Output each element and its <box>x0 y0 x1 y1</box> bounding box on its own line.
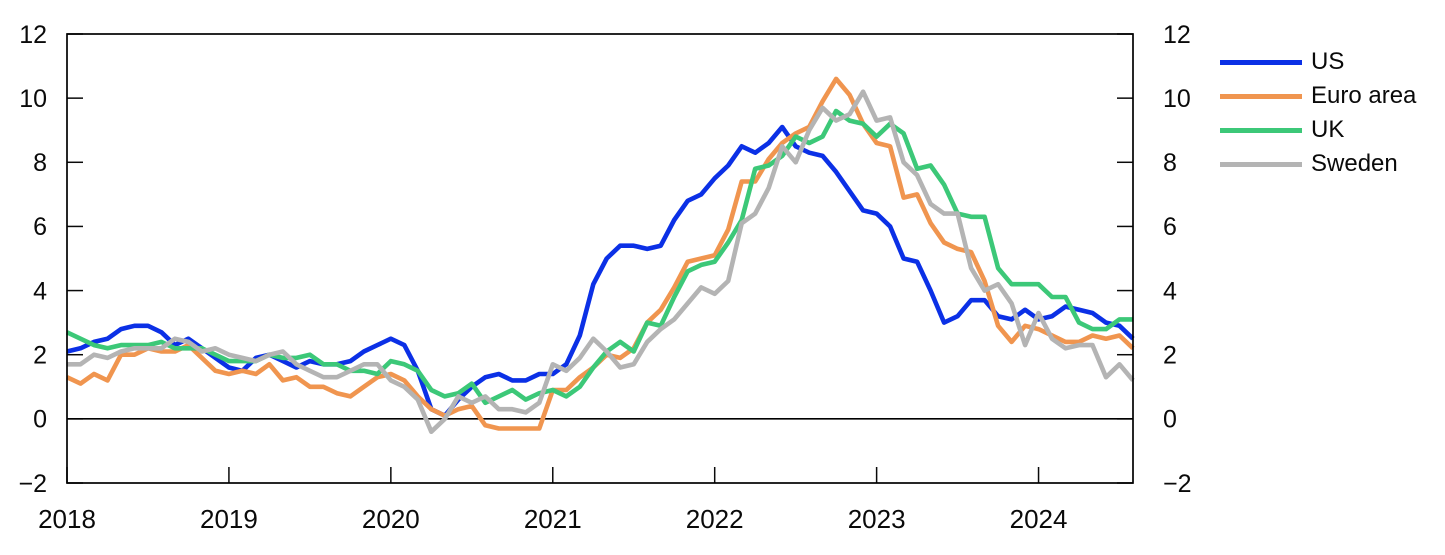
y-axis-label-left: 2 <box>33 341 47 369</box>
legend-item-us: US <box>1220 45 1416 79</box>
legend-label-us: US <box>1311 48 1345 75</box>
legend-swatch-euro-area <box>1220 93 1302 99</box>
legend-item-sweden: Sweden <box>1220 147 1416 181</box>
series-line-euro-area <box>66 76 1135 431</box>
x-axis-label: 2024 <box>1010 504 1068 534</box>
y-axis-label-left: 12 <box>19 21 47 49</box>
y-axis-label-left: 10 <box>19 85 47 113</box>
y-axis-label-left: 4 <box>33 277 47 305</box>
legend-label-euro-area: Euro area <box>1311 82 1417 109</box>
legend-swatch-us <box>1220 59 1302 65</box>
y-axis-label-right: 0 <box>1163 406 1177 434</box>
y-axis-label-left: 6 <box>33 213 47 241</box>
x-axis-label: 2021 <box>524 504 582 534</box>
plot-border <box>66 33 1134 484</box>
y-axis-label-right: 2 <box>1163 341 1177 369</box>
y-axis-label-right: −2 <box>1163 470 1192 498</box>
legend-swatch-sweden <box>1220 161 1302 167</box>
legend-label-sweden: Sweden <box>1311 150 1398 177</box>
y-axis-label-left: 8 <box>33 149 47 177</box>
legend-item-euro-area: Euro area <box>1220 79 1416 113</box>
y-axis-label-right: 4 <box>1163 277 1177 305</box>
x-axis-label: 2022 <box>686 504 744 534</box>
series-line-sweden <box>67 89 1135 434</box>
y-axis-label-left: −2 <box>18 470 47 498</box>
y-axis-label-left: 0 <box>33 406 47 434</box>
series-line-us <box>66 124 1135 418</box>
y-axis-label-right: 6 <box>1163 213 1177 241</box>
x-axis-label: 2020 <box>362 504 420 534</box>
x-axis-label: 2023 <box>848 504 906 534</box>
legend-label-uk: UK <box>1311 116 1345 143</box>
y-axis-label-right: 8 <box>1163 149 1177 177</box>
legend-item-uk: UK <box>1220 113 1416 147</box>
x-axis-label: 2018 <box>38 504 96 534</box>
legend-swatch-uk <box>1220 127 1302 133</box>
series-line-uk <box>66 108 1133 406</box>
y-axis-label-right: 10 <box>1163 85 1191 113</box>
legend: US Euro area UK Sweden <box>1220 45 1416 181</box>
x-axis-label: 2019 <box>200 504 258 534</box>
y-axis-label-right: 12 <box>1163 21 1191 49</box>
